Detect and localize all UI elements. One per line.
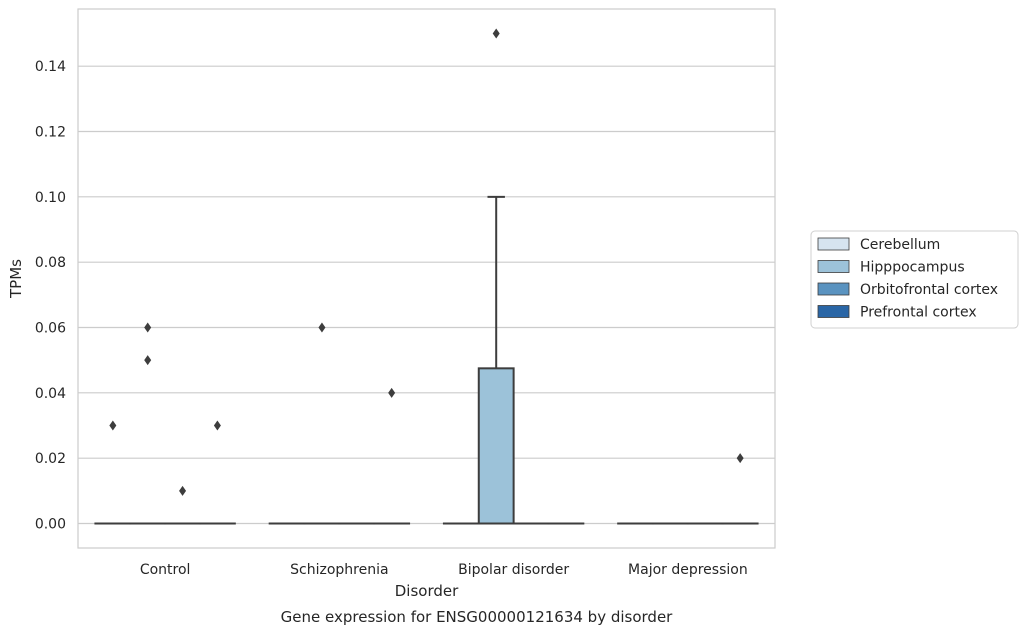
y-tick-label: 0.12 [35,125,66,141]
outlier-point [492,28,500,39]
outlier-point [144,322,152,333]
outlier-point [213,420,221,431]
x-axis-ticks: Control Schizophrenia Bipolar disorder Majo… [140,562,748,578]
outlier-point [388,387,396,398]
outlier-point [179,485,187,496]
y-axis-ticks: 0.00 0.02 0.04 0.06 0.08 0.10 0.12 0.14 [35,59,66,532]
legend-label: Orbitofrontal cortex [860,282,998,298]
y-tick-label: 0.00 [35,517,66,533]
legend-swatch [817,260,850,273]
y-tick-label: 0.06 [35,321,66,337]
y-gridlines [78,65,775,525]
y-tick-label: 0.02 [35,451,66,467]
legend-swatch [817,305,850,318]
x-tick-label: Schizophrenia [290,562,388,578]
y-tick-label: 0.04 [35,386,66,402]
outlier-point [109,420,117,431]
legend-swatch [817,237,850,251]
y-tick-label: 0.10 [35,190,66,206]
legend-box [810,230,1019,329]
box [477,367,515,525]
x-tick-label: Bipolar disorder [458,562,569,578]
x-axis-label: Disorder [395,582,459,600]
y-tick-label: 0.08 [35,255,66,271]
outlier-point [144,355,152,366]
plot-marks [94,28,759,525]
outlier-point [736,453,744,464]
legend-label: Prefrontal cortex [860,305,977,321]
legend-swatch [817,282,850,296]
y-tick-label: 0.14 [35,59,66,75]
legend: Cerebellum Hipppocampus Orbitofrontal cort… [810,230,1019,329]
y-axis-label: TPMs [7,259,25,299]
legend-label: Hipppocampus [860,260,965,276]
chart-caption: Gene expression for ENSG00000121634 by d… [281,608,674,626]
outlier-point [318,322,326,333]
legend-label: Cerebellum [860,237,940,253]
x-tick-label: Control [140,562,191,578]
plot-frame [77,8,776,549]
x-tick-label: Major depression [628,562,748,578]
